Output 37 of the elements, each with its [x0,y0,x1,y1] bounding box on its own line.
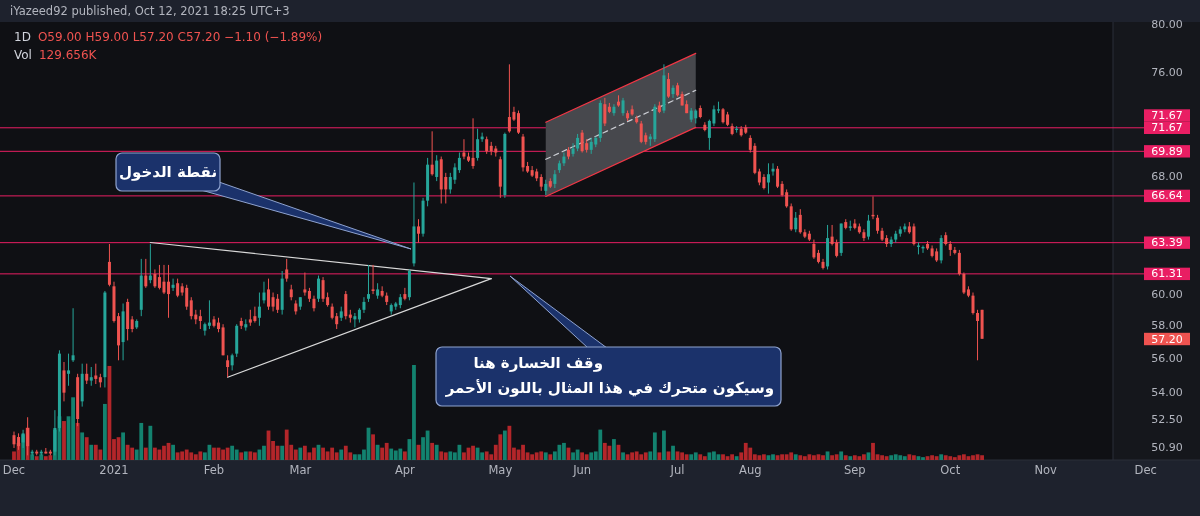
x-tick-label: Sep [843,463,866,477]
ref-line-label: 63.39 [1151,236,1183,250]
x-tick-label: Nov [1034,463,1058,477]
annotation: نقطة الدخول [118,163,218,181]
x-tick-label: Aug [739,463,762,477]
ref-line-label: 71.67 [1151,121,1183,135]
x-tick-label: Apr [394,463,416,477]
x-tick-label: 2021 [99,463,129,477]
text: 57.20 [1151,332,1183,346]
chart-title: Vol [14,48,32,62]
y-tick-label: 76.00 [1151,66,1183,80]
y-tick-label: 52.50 [1151,412,1183,426]
x-tick-label: Feb [203,463,225,477]
ref-line-label: 61.31 [1151,267,1183,281]
x-tick-label: Jun [572,463,592,477]
x-tick-label: Oct [940,463,961,477]
x-tick-label: Dec [2,463,26,477]
text: 1D [14,30,31,44]
ref-line-label: 66.64 [1151,189,1183,203]
annotation: وسيكون متحرك في هذا المثال باللون الأحمر [444,379,774,397]
y-tick-label: 56.00 [1151,352,1183,366]
annotation: وقف الخسارة هنا [473,354,603,372]
y-tick-label: 80.00 [1151,18,1183,32]
ref-line-label: 69.89 [1151,144,1183,158]
text: iYazeed92 published, Oct 12, 2021 18:25 UTC+3 [10,4,290,18]
x-tick-label: Mar [289,463,312,477]
x-tick-label: Dec [1134,463,1157,477]
chart-subtitle: 129.656K [38,48,98,62]
y-tick-label: 68.00 [1151,170,1183,184]
y-tick-label: 60.00 [1151,287,1183,301]
y-tick-label: 58.00 [1151,319,1183,333]
text: O59.00 H59.00 L57.20 C57.20 −1.10 (−1.89%) [37,30,323,44]
y-tick-label: 54.00 [1151,386,1183,400]
x-tick-label: Jul [669,463,685,477]
x-tick-label: May [488,463,513,477]
y-tick-label: 50.90 [1151,441,1183,455]
text: 71.67 [1151,109,1183,122]
